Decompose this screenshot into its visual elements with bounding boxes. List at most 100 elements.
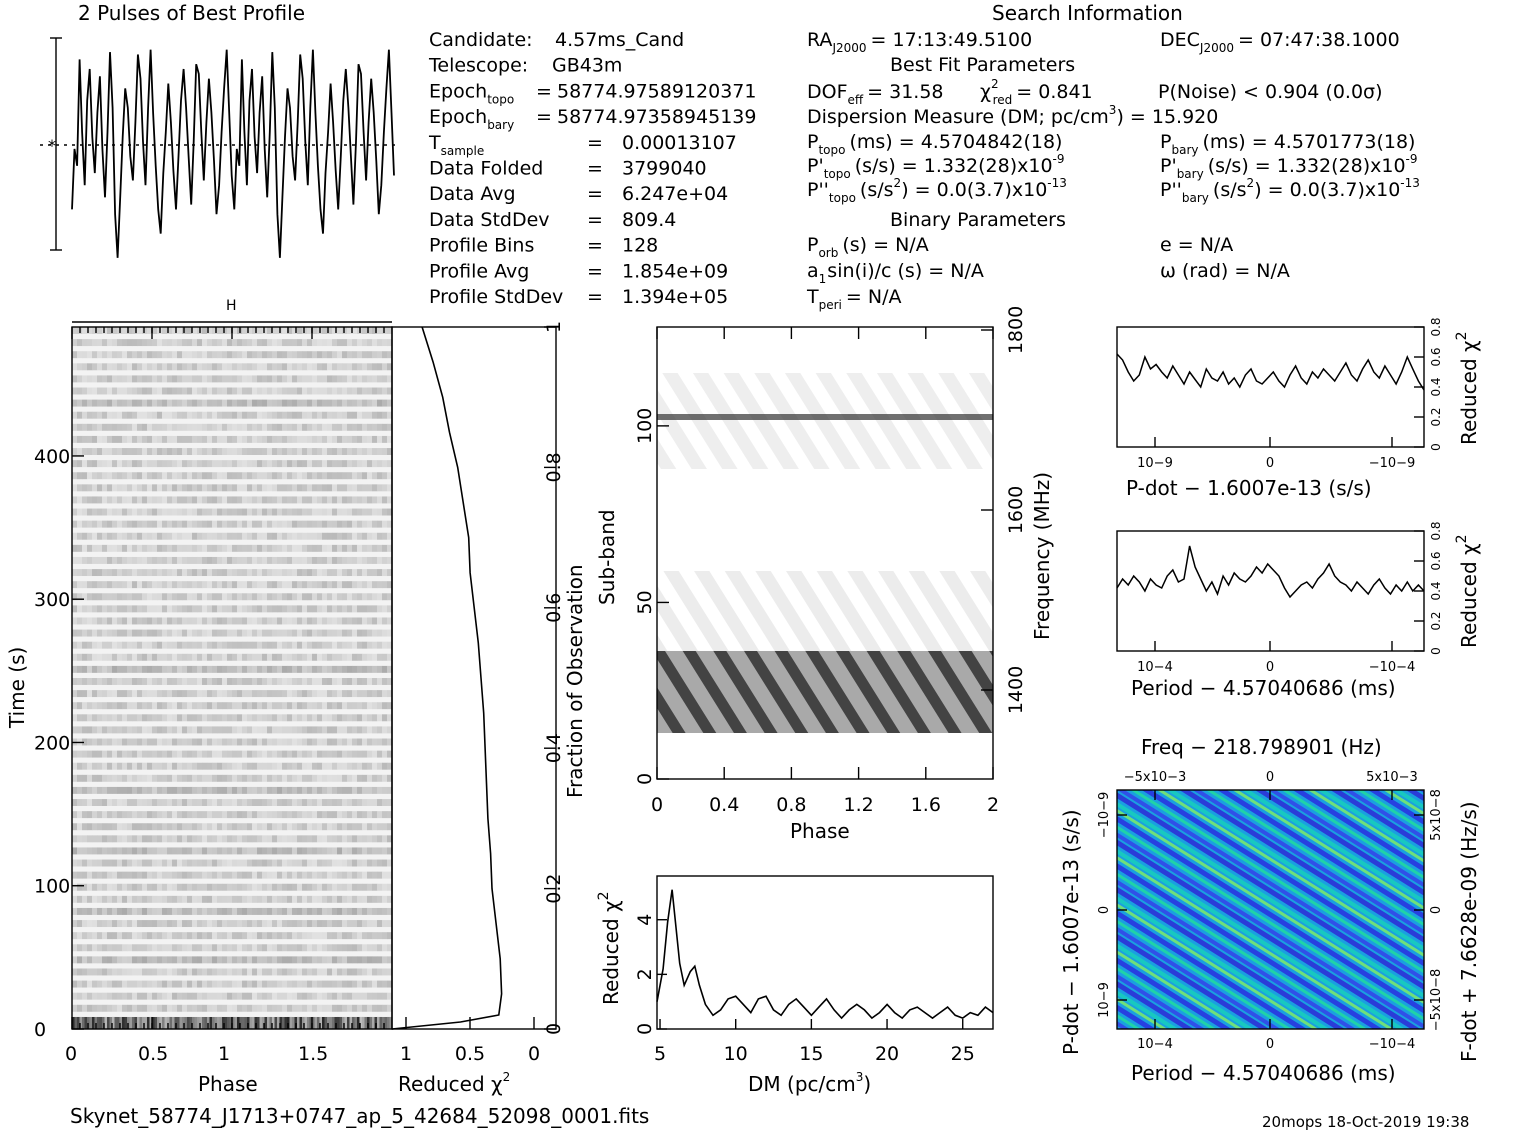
time-phase-cell xyxy=(144,1017,148,1029)
time-phase-cell xyxy=(127,569,133,577)
time-phase-cell xyxy=(289,1017,293,1029)
time-phase-cell xyxy=(372,617,378,625)
pp-ytick: 10−9 xyxy=(1097,982,1112,1018)
time-phase-cell xyxy=(387,653,393,661)
time-phase-cell xyxy=(242,484,248,492)
time-phase-cell xyxy=(152,472,158,480)
time-phase-cell xyxy=(192,871,198,879)
time-phase-cell xyxy=(122,992,128,1000)
time-phase-cell xyxy=(252,1017,255,1029)
time-phase-cell xyxy=(282,665,288,673)
time-phase-cell xyxy=(202,774,208,782)
time-phase-cell xyxy=(362,375,368,383)
time-phase-cell xyxy=(277,895,283,903)
time-phase-cell xyxy=(257,460,263,468)
time-phase-cell xyxy=(317,617,323,625)
time-phase-cell xyxy=(322,460,328,468)
time-phase-cell xyxy=(122,678,128,685)
time-phase-cell xyxy=(172,617,178,625)
time-phase-cell xyxy=(342,750,348,758)
time-phase-cell xyxy=(152,375,158,383)
time-phase-cell xyxy=(127,472,133,480)
time-phase-cell xyxy=(82,738,88,746)
time-phase-cell xyxy=(362,738,368,746)
time-phase-cell xyxy=(262,411,268,419)
time-phase-cell xyxy=(282,980,288,988)
time-phase-cell xyxy=(242,738,248,746)
time-phase-cell xyxy=(372,1017,375,1029)
time-phase-cell xyxy=(377,859,383,867)
time-phase-cell xyxy=(137,883,143,891)
time-phase-cell xyxy=(177,678,183,685)
time-phase-cell xyxy=(207,327,213,334)
candidate-row: Data StdDev xyxy=(429,209,550,231)
time-phase-cell xyxy=(372,629,378,637)
time-phase-cell xyxy=(337,339,343,347)
time-phase-cell xyxy=(302,339,308,347)
time-phase-cell xyxy=(314,1017,318,1029)
time-phase-cell xyxy=(232,702,238,710)
time-phase-cell xyxy=(267,1004,273,1012)
time-phase-cell xyxy=(322,823,328,831)
time-phase-cell xyxy=(157,593,163,601)
time-phase-cell xyxy=(382,811,388,819)
time-phase-cell xyxy=(147,956,153,964)
time-phase-cell xyxy=(177,448,183,455)
time-phase-cell xyxy=(322,1004,328,1012)
time-phase-cell xyxy=(162,1004,168,1012)
time-phase-cell xyxy=(342,980,348,988)
candidate-value: 6.247e+04 xyxy=(622,183,728,205)
time-phase-cell xyxy=(387,823,393,831)
time-phase-cell xyxy=(177,605,183,613)
time-phase-cell xyxy=(117,968,123,976)
time-phase-cell xyxy=(122,665,128,673)
time-phase-cell xyxy=(147,738,153,746)
time-phase-cell xyxy=(247,569,253,577)
time-phase-cell xyxy=(342,375,348,383)
time-phase-cell xyxy=(202,726,208,734)
time-phase-cell xyxy=(257,339,263,347)
time-phase-cell xyxy=(262,387,268,395)
time-phase-cell xyxy=(332,339,338,347)
time-phase-cell xyxy=(197,629,203,637)
time-phase-cell xyxy=(312,932,318,940)
time-phase-cell xyxy=(237,484,243,492)
time-phase-cell xyxy=(252,944,258,952)
time-phase-cell xyxy=(192,811,198,819)
time-phase-cell xyxy=(187,399,193,407)
time-phase-cell xyxy=(347,811,353,819)
time-phase-cell xyxy=(292,556,298,564)
time-phase-cell xyxy=(182,811,188,819)
time-phase-cell xyxy=(147,702,153,710)
time-phase-cell xyxy=(257,750,263,758)
time-phase-cell xyxy=(107,956,113,964)
time-phase-cell xyxy=(317,629,323,637)
time-phase-cell xyxy=(277,339,283,347)
time-phase-cell xyxy=(247,738,253,746)
time-phase-cell xyxy=(102,835,108,843)
time-phase-cell xyxy=(102,387,108,395)
time-phase-cell xyxy=(152,883,158,891)
time-phase-cell xyxy=(89,1017,93,1029)
time-phase-cell xyxy=(342,786,348,794)
time-phase-cell xyxy=(132,653,138,661)
candidate-eq: = xyxy=(587,260,603,282)
time-phase-cell xyxy=(307,484,313,492)
period-curve-ytick: 0.8 xyxy=(1429,521,1443,540)
time-phase-cell xyxy=(377,702,383,710)
time-phase-cell xyxy=(122,980,128,988)
time-phase-cell xyxy=(147,714,153,722)
time-phase-cell xyxy=(222,423,228,431)
time-phase-cell xyxy=(387,375,393,383)
time-phase-cell xyxy=(357,411,363,419)
time-phase-cell xyxy=(172,581,178,589)
time-phase-cell xyxy=(162,593,168,601)
time-phase-cell xyxy=(272,581,278,589)
time-phase-cell xyxy=(212,508,218,516)
time-phase-cell xyxy=(222,968,228,976)
time-phase-cell xyxy=(307,665,313,673)
time-phase-cell xyxy=(272,762,278,770)
time-phase-cell xyxy=(387,472,393,480)
time-phase-cell xyxy=(272,460,278,468)
time-phase-cell xyxy=(212,520,218,528)
